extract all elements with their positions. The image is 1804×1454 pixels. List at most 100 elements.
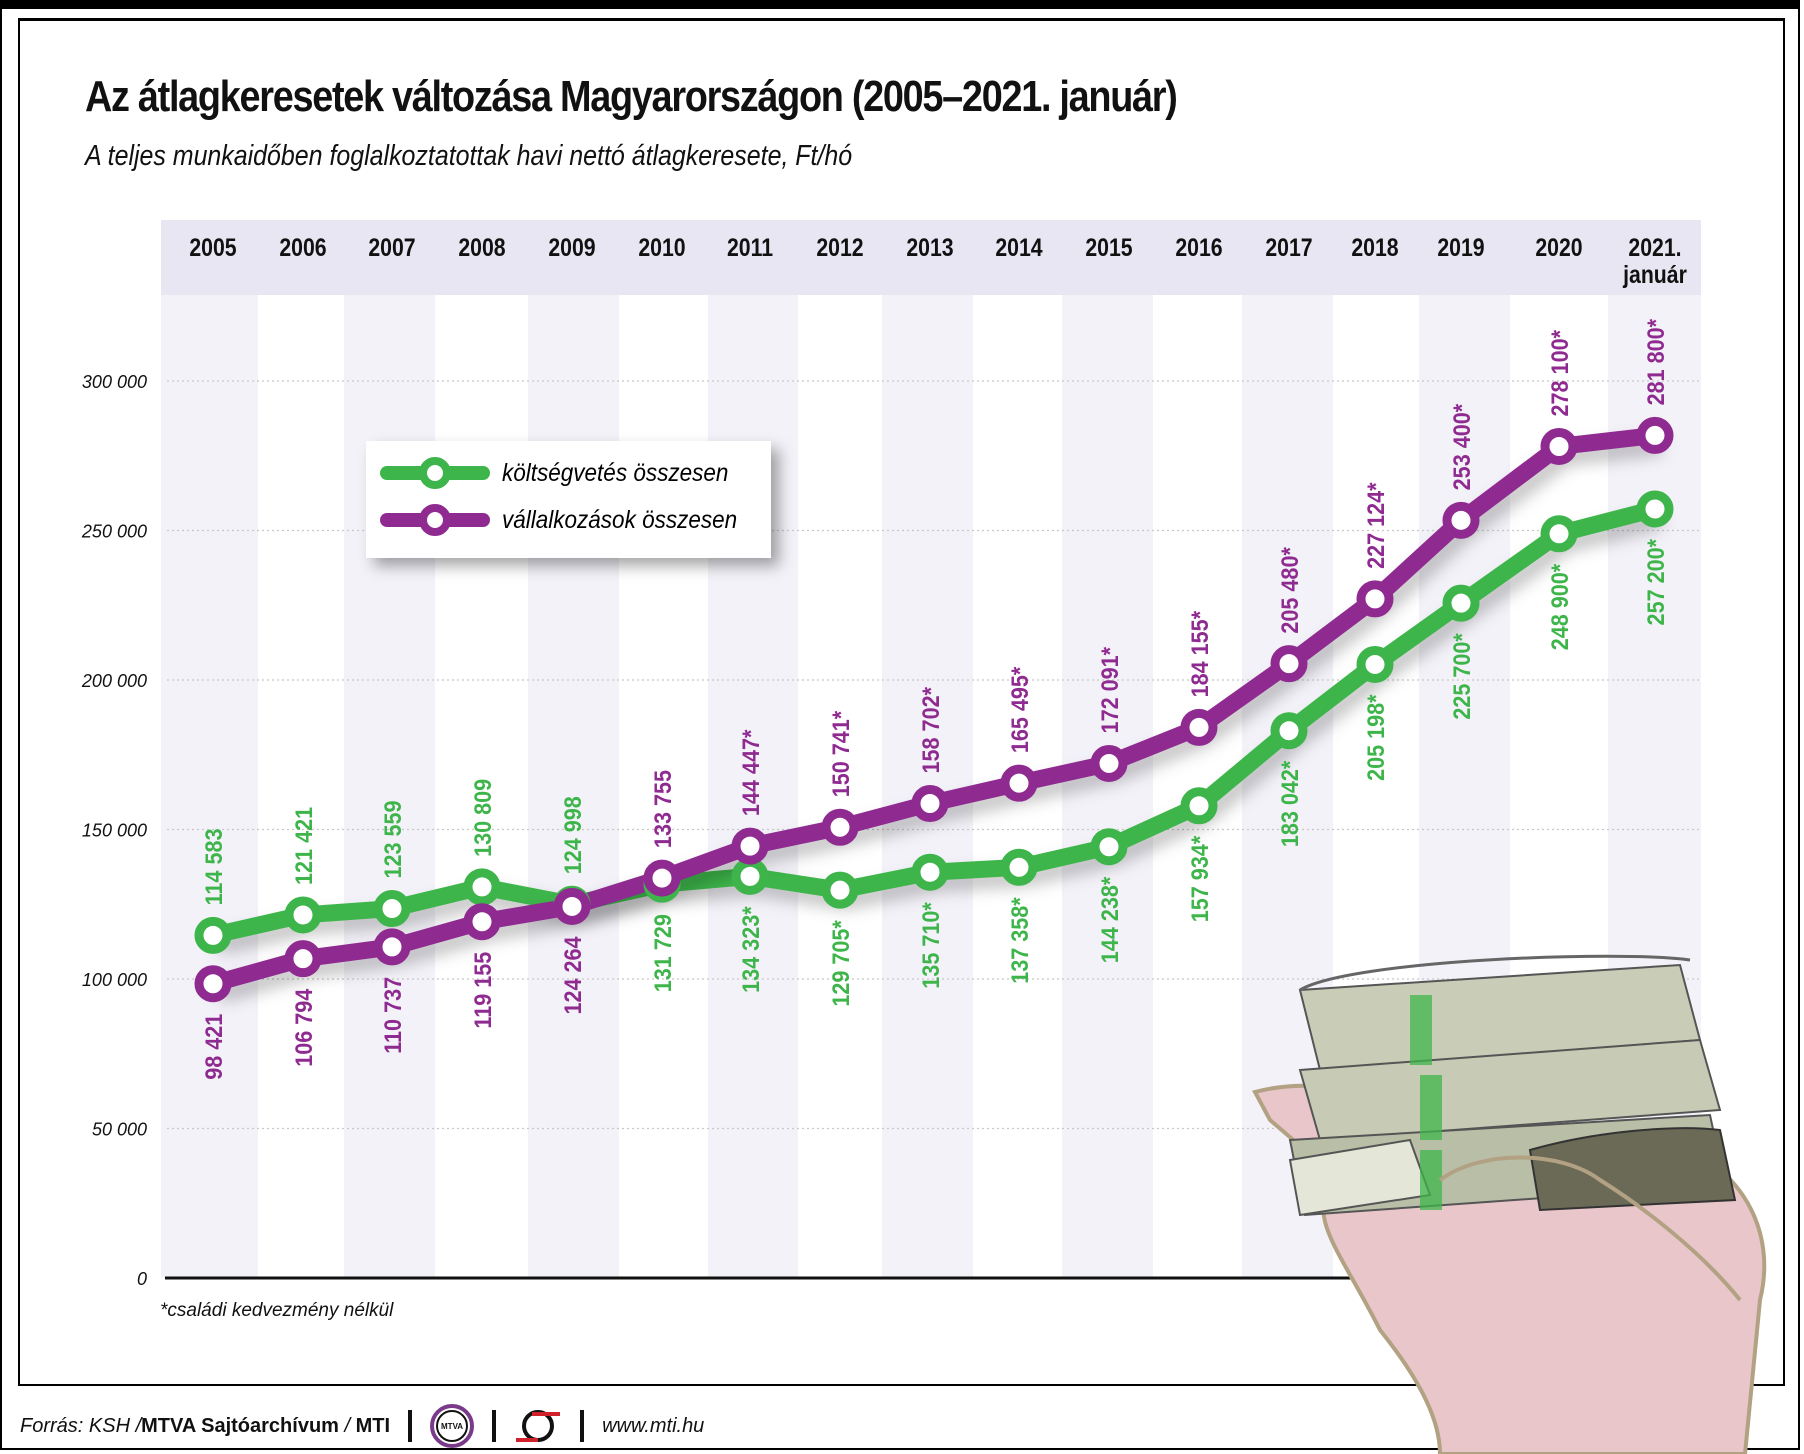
data-label: 129 705* xyxy=(827,920,854,1007)
data-label: 114 583 xyxy=(200,829,227,906)
data-label: 137 358* xyxy=(1006,897,1033,984)
y-tick-label: 50 000 xyxy=(92,1120,147,1140)
data-label: 124 264 xyxy=(559,936,586,1014)
x-tick-label: 2007 xyxy=(368,233,415,261)
data-label: 135 710* xyxy=(917,902,944,989)
data-label: 205 198* xyxy=(1362,694,1389,781)
chart-subtitle: A teljes munkaidőben foglalkoztatottak h… xyxy=(85,140,853,172)
column-stripe xyxy=(1333,295,1419,1278)
data-label: 106 794 xyxy=(290,988,317,1066)
data-point xyxy=(284,940,322,978)
data-label: 124 998 xyxy=(559,796,586,874)
divider xyxy=(580,1410,585,1442)
data-point xyxy=(1000,848,1038,886)
x-tick-label: 2015 xyxy=(1085,233,1132,261)
data-point xyxy=(821,808,859,846)
data-label: 144 238* xyxy=(1096,877,1123,964)
data-label: 134 323* xyxy=(737,906,764,993)
x-tick-label: 2020 xyxy=(1535,233,1582,261)
data-point xyxy=(284,896,322,934)
chart-title: Az átlagkeresetek változása Magyarország… xyxy=(85,72,1178,121)
data-point xyxy=(1636,416,1674,454)
data-point xyxy=(1442,501,1480,539)
data-label: 278 100* xyxy=(1546,330,1573,417)
data-label: 131 729 xyxy=(649,914,676,992)
x-tick-label: 2006 xyxy=(279,233,326,261)
data-point xyxy=(1356,645,1394,683)
data-point xyxy=(373,890,411,928)
column-stripe xyxy=(161,295,258,1278)
data-label: 225 700* xyxy=(1448,633,1475,720)
data-label: 133 755 xyxy=(649,770,676,848)
data-label: 150 741* xyxy=(827,711,854,798)
data-point xyxy=(1270,645,1308,683)
data-point xyxy=(1090,828,1128,866)
x-tick-label: 2009 xyxy=(548,233,595,261)
y-tick-label: 150 000 xyxy=(82,821,147,841)
data-point xyxy=(463,903,501,941)
data-label: 172 091* xyxy=(1096,647,1123,734)
year-header-band xyxy=(161,220,1701,295)
data-point xyxy=(373,928,411,966)
data-point xyxy=(643,859,681,897)
data-label: 119 155 xyxy=(469,951,496,1028)
data-label: 205 480* xyxy=(1276,547,1303,634)
x-tick-label: január xyxy=(1622,260,1687,288)
legend-label: vállalkozások összesen xyxy=(502,505,738,534)
data-label: 248 900* xyxy=(1546,564,1573,651)
data-point xyxy=(1000,764,1038,802)
y-tick-label: 0 xyxy=(137,1269,147,1289)
x-tick-label: 2018 xyxy=(1351,233,1398,261)
data-point xyxy=(553,887,591,925)
legend-item-koltsegvetes: költségvetés összesen xyxy=(380,453,754,493)
y-tick-label: 100 000 xyxy=(82,970,147,990)
y-tick-label: 300 000 xyxy=(82,372,147,392)
data-point xyxy=(1540,515,1578,553)
legend-purple-line-icon xyxy=(380,500,490,540)
x-tick-label: 2005 xyxy=(189,233,236,261)
data-point xyxy=(463,868,501,906)
y-tick-label: 200 000 xyxy=(81,671,147,691)
data-point xyxy=(1180,787,1218,825)
legend-label: költségvetés összesen xyxy=(502,458,729,487)
data-point xyxy=(1270,712,1308,750)
data-label: 157 934* xyxy=(1186,836,1213,923)
footer: Forrás: KSH / MTVA Sajtóarchívum / MTI M… xyxy=(20,1404,704,1448)
data-point xyxy=(1356,580,1394,618)
data-point xyxy=(194,916,232,954)
data-label: 144 447* xyxy=(737,730,764,817)
x-tick-label: 2019 xyxy=(1437,233,1484,261)
source-mti: MTI xyxy=(355,1414,391,1437)
data-point xyxy=(911,853,949,891)
footnote: *családi kedvezmény nélkül xyxy=(160,1300,394,1321)
column-stripe xyxy=(258,295,344,1278)
data-point xyxy=(731,857,769,895)
x-tick-label: 2013 xyxy=(906,233,953,261)
data-point xyxy=(1180,708,1218,746)
data-point xyxy=(1090,744,1128,782)
legend-item-vallalkozasok: vállalkozások összesen xyxy=(380,500,763,540)
column-stripe xyxy=(1062,295,1153,1278)
y-tick-label: 250 000 xyxy=(81,522,147,542)
data-label: 123 559 xyxy=(379,800,406,878)
x-tick-label: 2021. xyxy=(1628,233,1681,261)
mti-logo-icon xyxy=(516,1410,561,1442)
mtva-logo: MTVA xyxy=(430,1404,475,1448)
legend-green-line-icon xyxy=(380,453,490,493)
data-label: 257 200* xyxy=(1642,539,1669,626)
data-label: 227 124* xyxy=(1362,482,1389,569)
website-link[interactable]: www.mti.hu xyxy=(602,1414,705,1437)
data-label: 98 421 xyxy=(200,1013,227,1079)
data-label: 253 400* xyxy=(1448,404,1475,491)
data-label: 281 800* xyxy=(1642,319,1669,406)
data-point xyxy=(194,965,232,1003)
x-tick-label: 2016 xyxy=(1175,233,1222,261)
divider xyxy=(492,1410,497,1442)
x-tick-label: 2014 xyxy=(995,233,1042,261)
data-label: 158 702* xyxy=(917,687,944,774)
source-separator: / xyxy=(338,1414,356,1437)
data-point xyxy=(1636,490,1674,528)
x-tick-label: 2011 xyxy=(727,233,773,261)
